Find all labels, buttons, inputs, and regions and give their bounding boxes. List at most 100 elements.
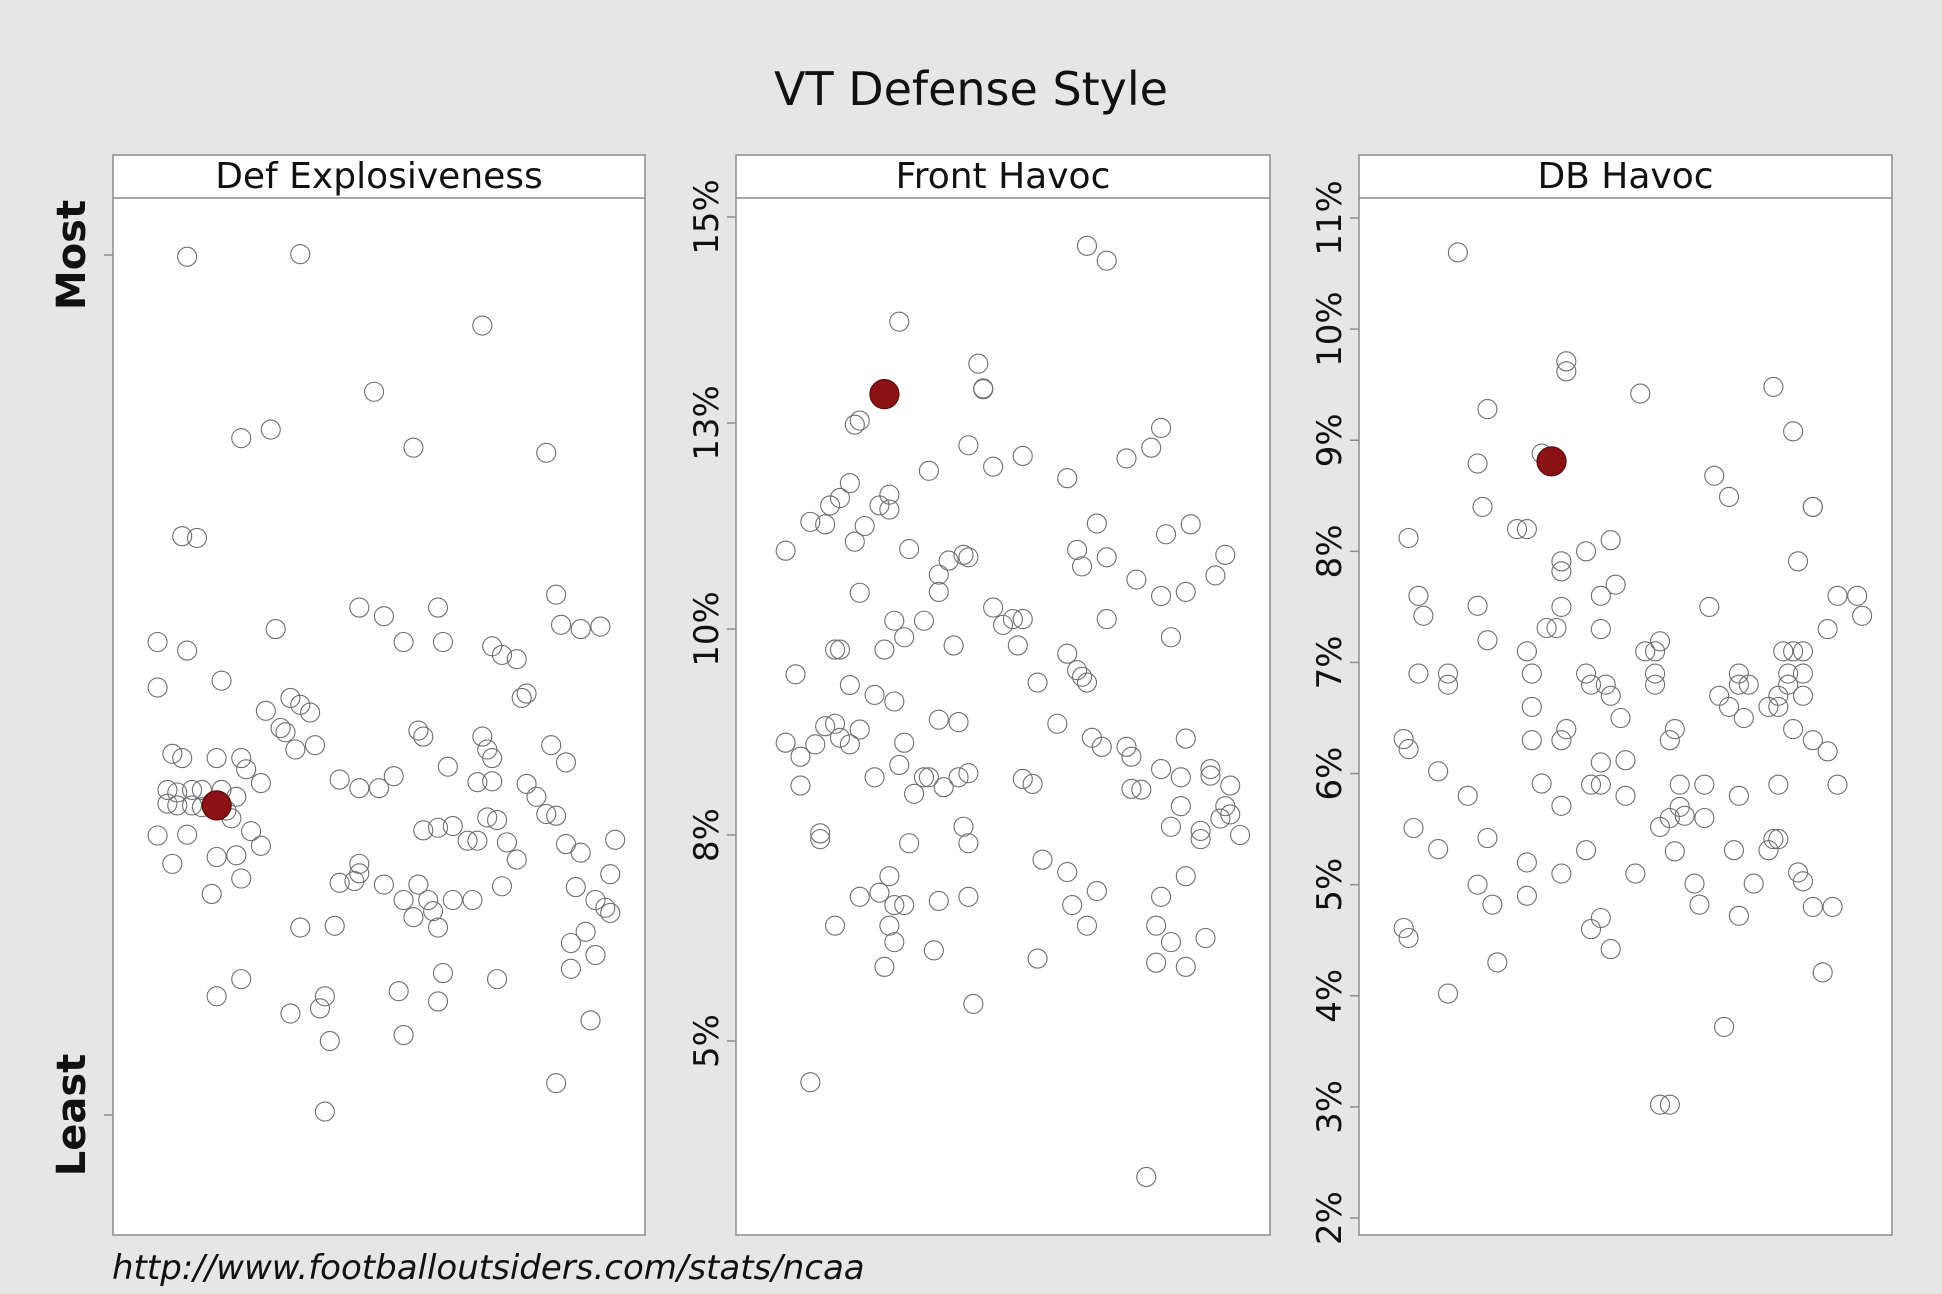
data-point: [1768, 696, 1789, 717]
data-point: [1086, 880, 1107, 902]
data-point: [884, 894, 905, 916]
data-point: [472, 315, 493, 336]
data-point: [928, 564, 949, 585]
data-point: [1477, 630, 1498, 651]
data-point: [1802, 896, 1823, 917]
y-tick-label: Least: [49, 1054, 95, 1177]
data-point: [923, 940, 944, 961]
data-point: [1096, 250, 1117, 271]
data-point: [1827, 585, 1848, 606]
data-point: [236, 759, 257, 780]
data-point: [820, 495, 841, 516]
data-point: [231, 748, 252, 769]
data-point: [280, 1003, 301, 1024]
data-point: [899, 539, 920, 560]
data-point: [1600, 939, 1621, 960]
data-point: [1536, 617, 1557, 639]
data-point: [285, 739, 306, 760]
data-point: [844, 414, 865, 435]
data-point: [790, 746, 811, 767]
data-point: [206, 986, 227, 1007]
data-point: [432, 963, 454, 984]
data-point: [413, 820, 434, 841]
data-point: [1190, 829, 1211, 850]
data-point: [526, 786, 547, 807]
data-point: [1067, 539, 1088, 560]
data-point: [775, 732, 796, 753]
data-point: [1531, 773, 1552, 794]
data-point: [1645, 641, 1666, 662]
data-point: [491, 876, 513, 897]
data-point: [864, 684, 885, 705]
data-point: [1689, 894, 1710, 915]
data-point: [231, 428, 252, 449]
data-point: [1590, 619, 1611, 640]
data-point: [1728, 674, 1749, 695]
highlight-point: [201, 790, 232, 821]
data-point: [958, 833, 979, 854]
data-point: [983, 456, 1004, 477]
data-point: [849, 410, 870, 431]
data-point: [1195, 927, 1216, 949]
data-point: [181, 779, 203, 800]
data-point: [1506, 519, 1528, 540]
y-tick-label: 10%: [687, 591, 727, 667]
data-point: [800, 1072, 821, 1093]
data-point: [854, 515, 875, 537]
data-point: [319, 1030, 340, 1052]
data-point: [1437, 663, 1459, 684]
data-point: [1131, 779, 1152, 800]
data-point: [1477, 827, 1498, 849]
data-point: [869, 495, 890, 516]
data-point: [1062, 894, 1083, 916]
data-point: [1516, 885, 1537, 906]
data-point: [992, 614, 1014, 635]
data-point: [1580, 774, 1602, 795]
data-point: [442, 815, 463, 837]
data-point: [349, 597, 370, 618]
data-point: [231, 868, 252, 889]
data-point: [1615, 750, 1636, 771]
data-point: [1615, 785, 1636, 806]
data-point: [570, 619, 591, 640]
data-point: [958, 763, 979, 784]
data-point: [201, 883, 222, 905]
highlight-point: [1536, 446, 1567, 477]
data-point: [958, 547, 979, 568]
data-point: [516, 773, 537, 794]
data-point: [938, 550, 959, 571]
data-point: [1175, 866, 1196, 887]
data-point: [1763, 376, 1784, 397]
data-point: [1822, 896, 1843, 917]
data-point: [1659, 807, 1680, 829]
data-point: [1086, 513, 1107, 534]
data-point: [541, 735, 562, 756]
data-point: [1728, 785, 1749, 806]
data-point: [467, 830, 488, 851]
data-point: [1160, 816, 1182, 837]
data-point: [1146, 952, 1167, 973]
data-point: [206, 846, 227, 868]
data-point: [186, 527, 208, 548]
data-point: [1136, 1166, 1157, 1188]
data-point: [482, 771, 503, 792]
data-point: [884, 610, 905, 631]
data-point: [1200, 759, 1221, 780]
data-point: [1600, 530, 1621, 551]
data-point: [1047, 713, 1068, 734]
data-point: [349, 778, 370, 799]
data-point: [432, 631, 454, 653]
plot-area: [112, 154, 646, 1236]
data-point: [1556, 351, 1577, 372]
data-point: [1694, 774, 1715, 795]
data-point: [849, 582, 870, 603]
data-point: [546, 584, 567, 605]
data-point: [408, 720, 429, 741]
data-point: [889, 311, 910, 332]
data-point: [790, 775, 811, 796]
y-tick-label: 13%: [687, 385, 727, 461]
data-point: [963, 993, 984, 1014]
data-point: [1032, 849, 1053, 870]
data-point: [889, 754, 910, 776]
data-point: [226, 845, 247, 866]
